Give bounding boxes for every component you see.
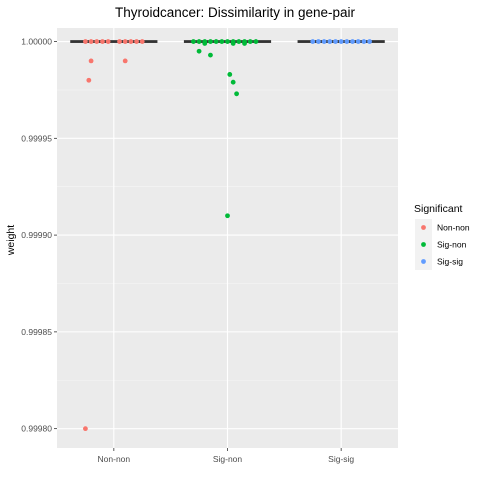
data-point	[234, 91, 239, 97]
data-points	[83, 39, 372, 432]
y-tick-label: 0.99995	[21, 133, 52, 143]
data-point	[310, 39, 316, 44]
data-point	[316, 39, 321, 44]
data-point	[122, 39, 128, 44]
x-tick-label: Sig-non	[213, 454, 243, 464]
legend-label-sig-sig: Sig-sig	[437, 257, 463, 267]
y-tick-label: 1.00000	[21, 37, 52, 47]
data-point	[350, 39, 355, 44]
data-point	[361, 39, 367, 44]
data-point	[230, 79, 236, 85]
data-point	[338, 39, 344, 44]
x-axis: Non-non Sig-non Sig-sig	[98, 448, 354, 464]
data-point	[213, 39, 219, 44]
data-point	[196, 48, 202, 54]
data-point	[253, 39, 259, 44]
y-tick-label: 0.99985	[21, 327, 52, 337]
data-point	[88, 58, 94, 64]
data-point	[128, 39, 134, 44]
y-tick-label: 0.99990	[21, 230, 52, 240]
data-point	[100, 39, 105, 44]
data-point	[202, 41, 208, 46]
data-point	[139, 39, 145, 44]
data-point	[227, 72, 233, 77]
legend-label-non-non: Non-non	[437, 223, 470, 233]
data-point	[344, 39, 350, 44]
data-point	[236, 39, 242, 44]
data-point	[134, 39, 139, 44]
data-point	[191, 39, 196, 44]
grid-lines	[57, 28, 398, 448]
y-axis-title: weight	[5, 225, 17, 256]
x-tick-label: Sig-sig	[328, 454, 354, 464]
data-point	[105, 39, 111, 44]
data-point	[230, 41, 236, 46]
data-point	[367, 39, 372, 44]
data-point	[122, 58, 128, 64]
y-axis: 1.00000 0.99995 0.99990 0.99985 0.99980	[21, 37, 57, 434]
data-point	[83, 39, 88, 44]
data-point	[86, 77, 92, 83]
data-point	[333, 39, 338, 44]
data-point	[208, 52, 213, 58]
data-point	[225, 213, 230, 219]
data-point	[83, 426, 88, 432]
chart-title: Thyroidcancer: Dissimilarity in gene-pai…	[115, 5, 356, 20]
legend-label-sig-non: Sig-non	[437, 240, 467, 250]
legend-title: Significant	[414, 203, 463, 215]
data-point	[196, 39, 202, 44]
data-point	[327, 39, 333, 44]
data-point	[208, 39, 213, 44]
data-point	[247, 39, 253, 44]
legend-dot-sig-non	[421, 242, 426, 247]
x-tick-label: Non-non	[98, 454, 131, 464]
data-point	[219, 39, 225, 44]
data-point	[355, 39, 361, 44]
data-point	[88, 39, 94, 44]
y-tick-label: 0.99980	[21, 424, 52, 434]
legend: Significant Non-non Sig-non Sig-sig	[414, 203, 470, 270]
legend-dot-non-non	[421, 225, 426, 230]
data-point	[117, 39, 122, 44]
data-point	[225, 39, 230, 44]
data-point	[242, 41, 247, 46]
data-point	[321, 39, 327, 44]
data-point	[94, 39, 100, 44]
legend-dot-sig-sig	[421, 259, 426, 264]
